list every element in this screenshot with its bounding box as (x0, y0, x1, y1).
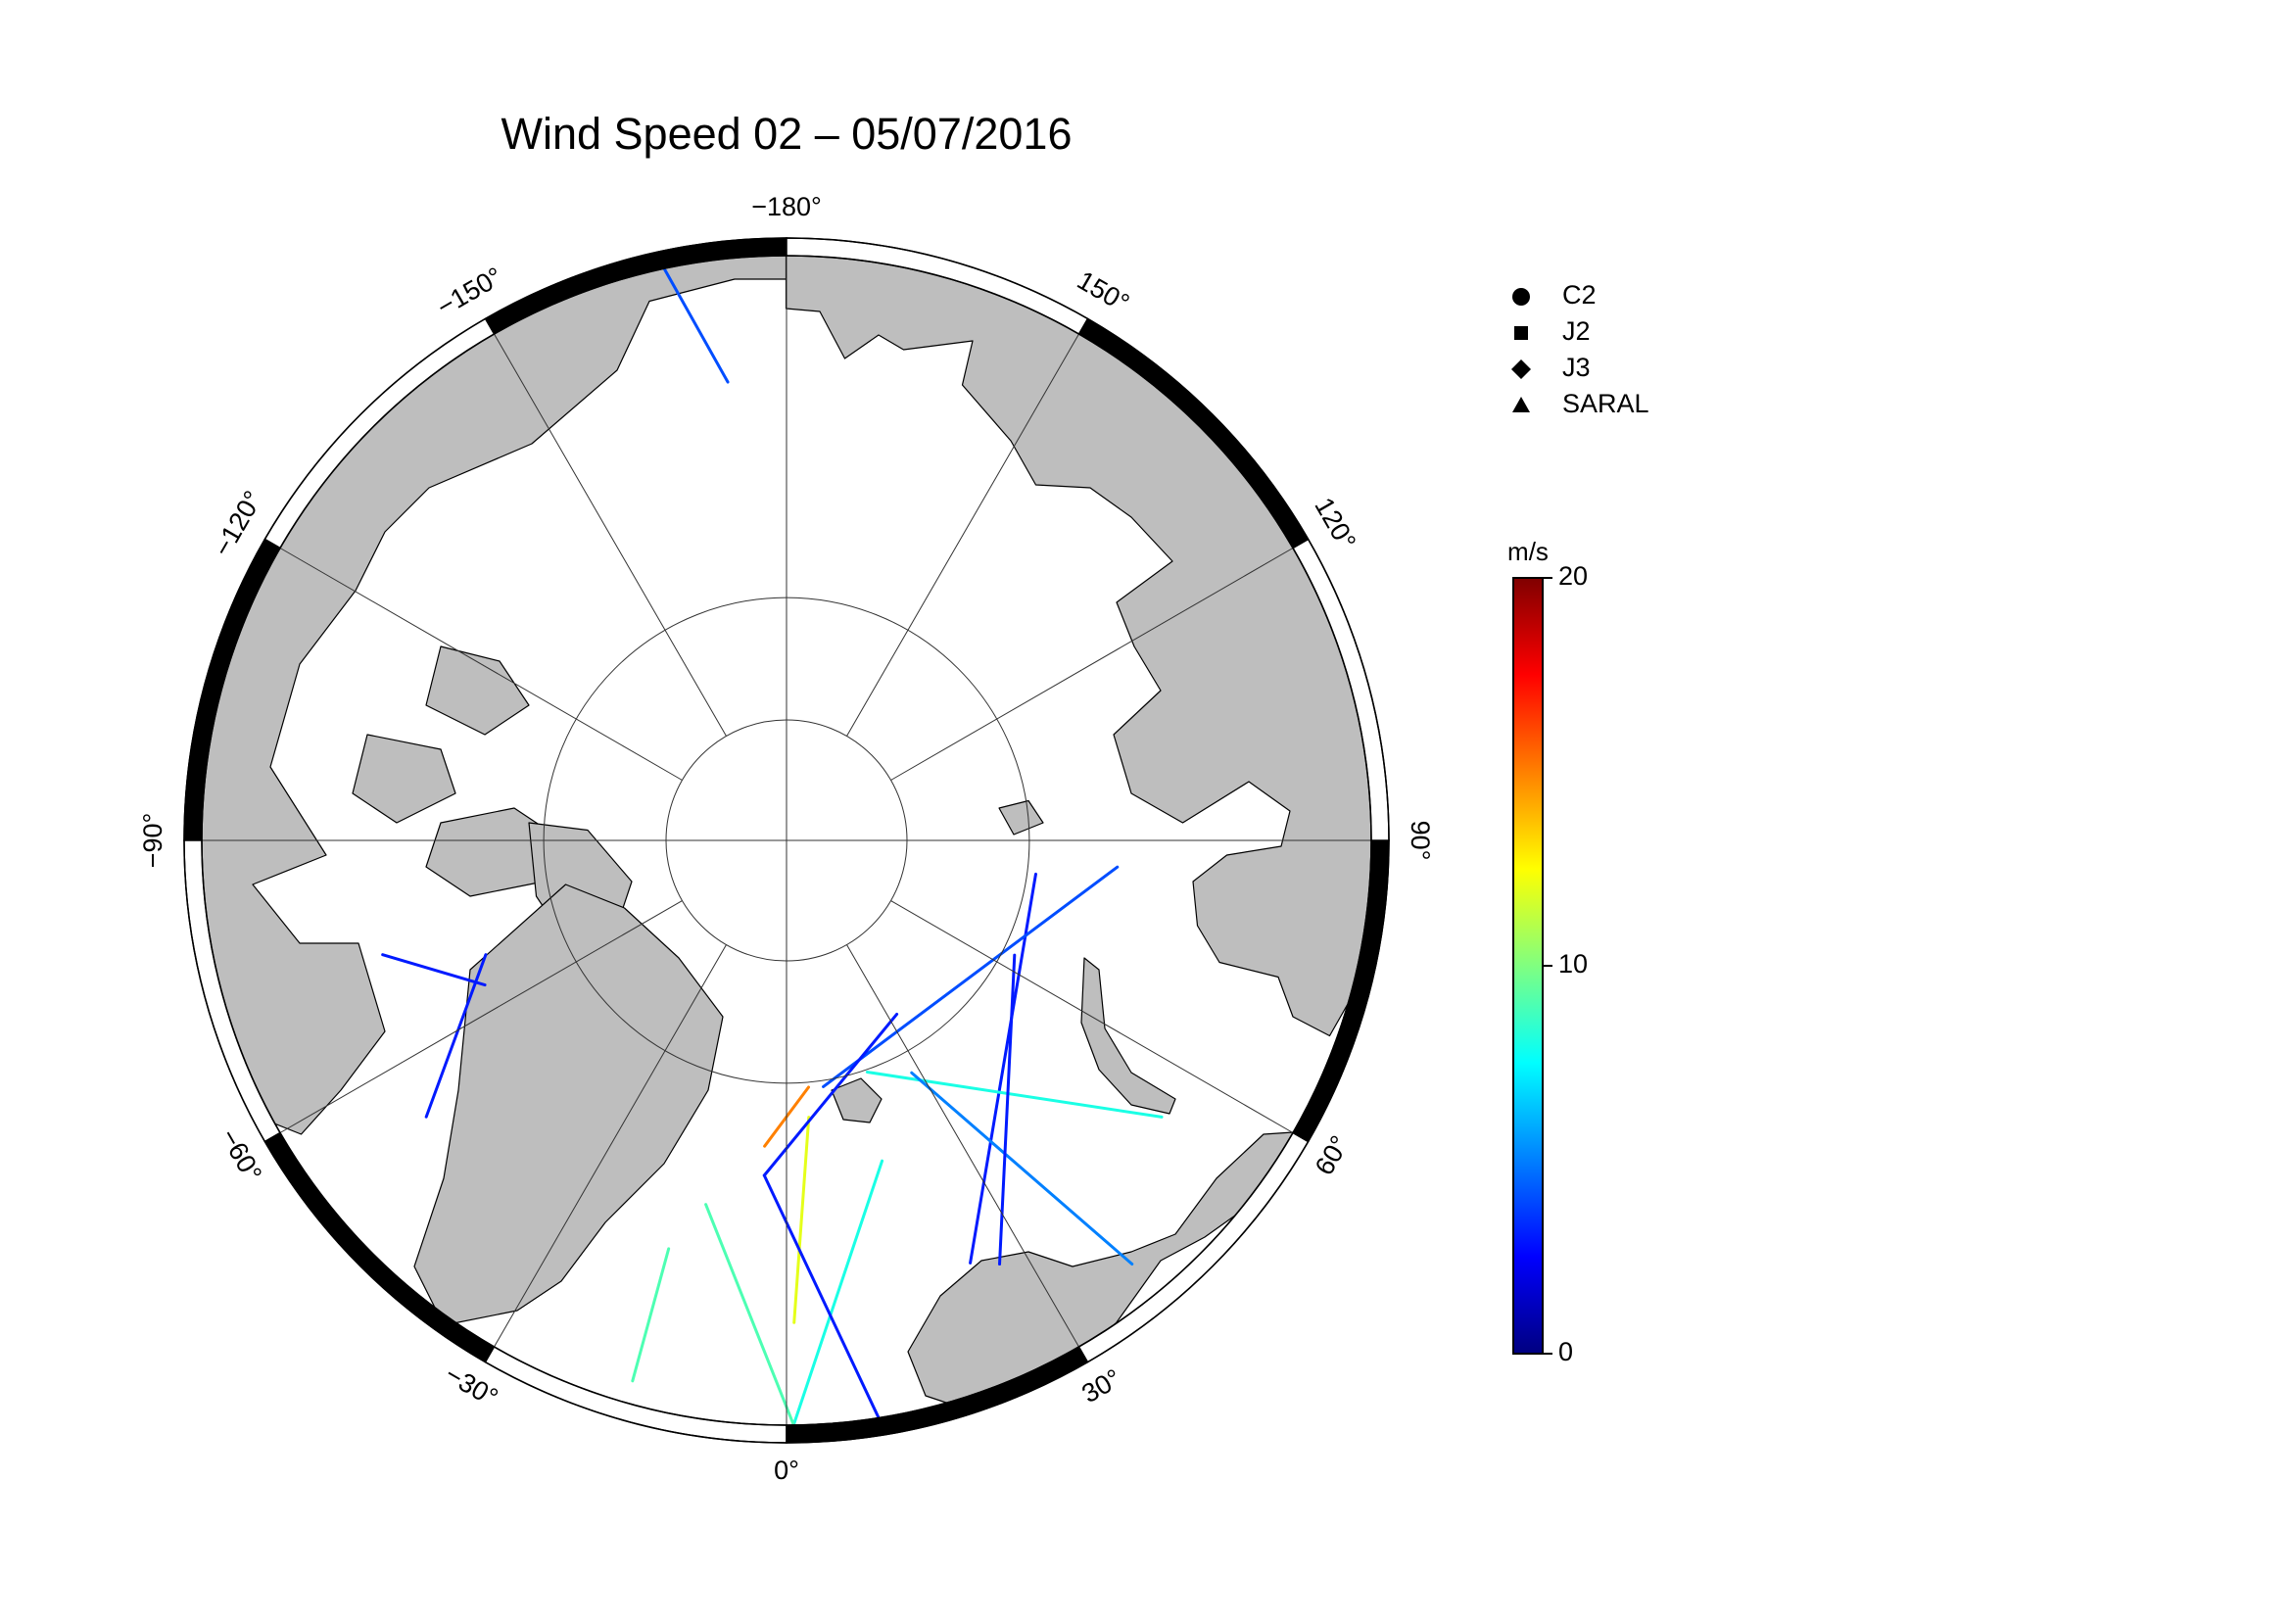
legend-marker (1512, 397, 1530, 412)
track (424, 953, 488, 1119)
track (865, 1071, 1164, 1119)
track (792, 1116, 811, 1324)
track (381, 953, 487, 987)
colorbar-label: m/s (1507, 537, 1549, 566)
legend-label: C2 (1562, 280, 1597, 310)
meridian (846, 944, 1079, 1348)
legend-marker (1512, 288, 1530, 306)
meridian (494, 944, 727, 1348)
novaya-zemlya (1080, 957, 1176, 1115)
meridian (846, 333, 1079, 737)
meridian (494, 333, 727, 737)
track (969, 872, 1037, 1265)
track (660, 263, 730, 384)
longitude-label: 30° (1076, 1363, 1125, 1409)
legend: C2 J2 J3 SARAL (1511, 280, 1649, 418)
track (822, 865, 1120, 1088)
colorbar-tick-label: 10 (1558, 949, 1588, 979)
longitude-label: −90° (138, 813, 167, 869)
longitude-label: 90° (1406, 821, 1435, 861)
colorbar-scale (1512, 577, 1544, 1355)
franz-josef (998, 799, 1044, 836)
tracks (381, 263, 1164, 1425)
colorbar-tick-label: 20 (1558, 561, 1588, 591)
track (704, 1203, 795, 1425)
longitude-label: −180° (751, 192, 822, 221)
legend-marker (1511, 359, 1531, 379)
graticule (202, 256, 1371, 1425)
legend-marker (1514, 326, 1528, 340)
svalbard (831, 1077, 883, 1123)
track (998, 953, 1017, 1266)
legend-label: SARAL (1562, 389, 1649, 418)
eurasia-east (785, 256, 1371, 1037)
legend-label: J2 (1562, 316, 1591, 346)
map-title: Wind Speed 02 – 05/07/2016 (501, 109, 1073, 159)
meridian (890, 548, 1294, 781)
track (631, 1247, 671, 1383)
colorbar-tick-label: 0 (1558, 1337, 1573, 1366)
track (910, 1071, 1134, 1266)
arctic-archipelago-2 (352, 734, 456, 824)
meridian (279, 548, 683, 781)
longitude-label: 120° (1309, 493, 1361, 554)
arctic-archipelago-1 (425, 645, 530, 736)
frame-outer (183, 237, 1390, 1444)
colorbar: m/s 0 10 20 (1507, 537, 1588, 1366)
frame-inner (201, 255, 1372, 1426)
longitude-label: 60° (1310, 1130, 1355, 1179)
longitude-label: 0° (774, 1456, 799, 1485)
meridian (890, 900, 1294, 1133)
longitude-label: 150° (1073, 265, 1134, 318)
greenland (413, 884, 724, 1326)
meridian (279, 900, 683, 1133)
legend-label: J3 (1562, 353, 1591, 382)
track (791, 1159, 884, 1425)
scandinavia (907, 1130, 1309, 1411)
track (762, 1173, 884, 1425)
